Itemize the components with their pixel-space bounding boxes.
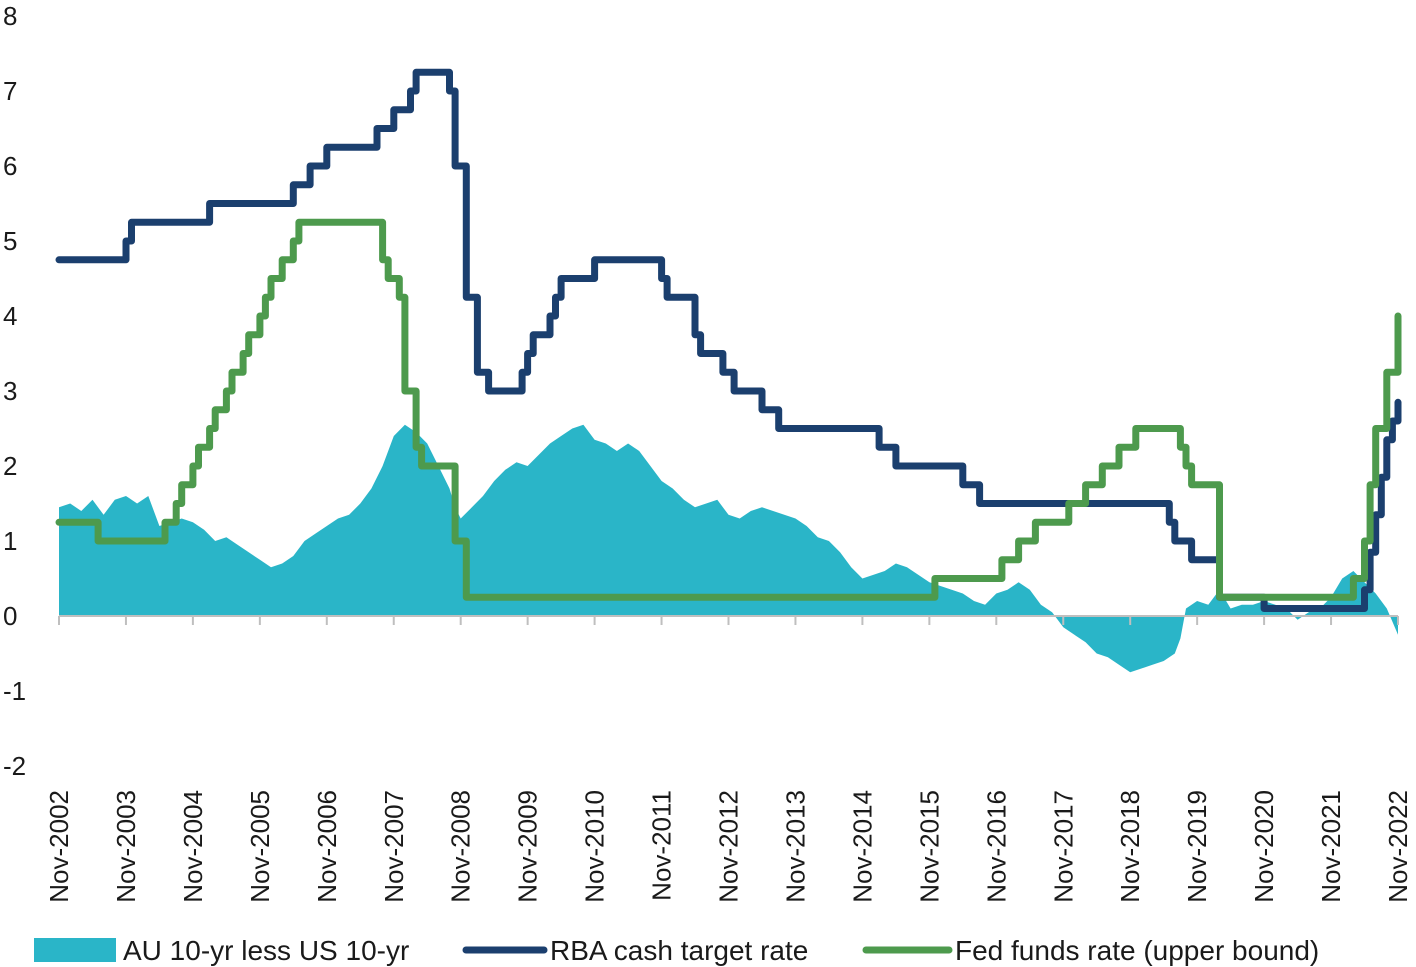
x-tick-label: Nov-2016 <box>981 790 1011 903</box>
x-tick-label: Nov-2020 <box>1249 790 1279 903</box>
legend: AU 10-yr less US 10-yr RBA cash target ra… <box>34 935 1319 966</box>
legend-item-fed-funds-rate-upper-bound: Fed funds rate (upper bound) <box>862 935 1319 966</box>
x-tick-label: Nov-2021 <box>1316 790 1346 903</box>
y-tick-label: 2 <box>3 451 17 481</box>
legend-swatch <box>34 938 116 962</box>
legend-label: AU 10-yr less US 10-yr <box>123 935 409 966</box>
x-tick-label: Nov-2006 <box>312 790 342 903</box>
legend-item-au-10-yr-less-us-10-yr: AU 10-yr less US 10-yr <box>34 935 409 966</box>
y-tick-label: 1 <box>3 526 17 556</box>
x-tick-label: Nov-2002 <box>44 790 74 903</box>
y-tick-label: 0 <box>3 601 17 631</box>
legend-label: Fed funds rate (upper bound) <box>955 935 1319 966</box>
x-tick-label: Nov-2019 <box>1182 790 1212 903</box>
x-tick-label: Nov-2017 <box>1048 790 1078 903</box>
x-tick-label: Nov-2015 <box>914 790 944 903</box>
x-tick-label: Nov-2010 <box>580 790 610 903</box>
x-tick-label: Nov-2007 <box>379 790 409 903</box>
x-tick-label: Nov-2018 <box>1115 790 1145 903</box>
x-tick-label: Nov-2011 <box>647 790 677 901</box>
x-tick-labels: Nov-2002 Nov-2003 Nov-2004 Nov-2005 Nov-2006… <box>44 790 1413 903</box>
x-tick-label: Nov-2009 <box>513 790 543 903</box>
y-tick-labels: 8 7 6 5 4 3 2 1 0 -1 -2 <box>3 1 26 781</box>
line-series-fed-funds-rate-upper-bound <box>55 218 1402 601</box>
x-tick-label: Nov-2012 <box>714 790 744 903</box>
y-tick-label: 7 <box>3 76 17 106</box>
line-series-layer <box>55 68 1402 612</box>
x-tick-label: Nov-2014 <box>847 790 877 903</box>
y-tick-label: 8 <box>3 1 17 31</box>
x-tick-label: Nov-2013 <box>780 790 810 903</box>
axis-layer <box>58 615 1399 625</box>
x-tick-label: Nov-2004 <box>178 790 208 903</box>
y-tick-label: 5 <box>3 226 17 256</box>
x-tick-label: Nov-2008 <box>446 790 476 903</box>
y-tick-label: -1 <box>3 676 26 706</box>
legend-item-rba-cash-target-rate: RBA cash target rate <box>462 935 808 966</box>
y-tick-label: 4 <box>3 301 17 331</box>
legend-label: RBA cash target rate <box>550 935 808 966</box>
area-series-au-10-yr-less-us-10-yr <box>59 424 1398 673</box>
x-tick-label: Nov-2022 <box>1383 790 1413 903</box>
area-series-layer <box>59 424 1398 673</box>
x-tick-label: Nov-2003 <box>111 790 141 903</box>
x-tick-label: Nov-2005 <box>245 790 275 903</box>
y-tick-label: -2 <box>3 751 26 781</box>
y-tick-label: 3 <box>3 376 17 406</box>
y-tick-label: 6 <box>3 151 17 181</box>
